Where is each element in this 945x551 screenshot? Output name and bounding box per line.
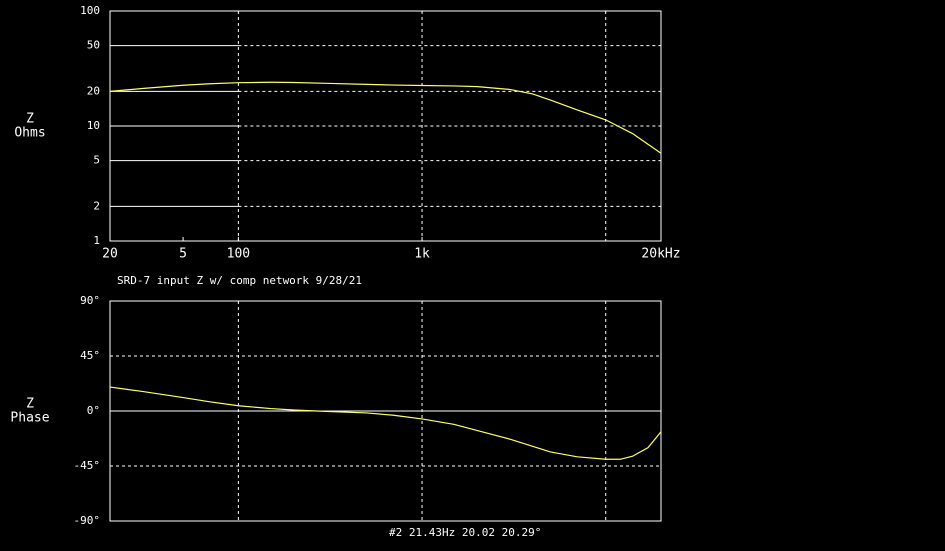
x-tick-label: 20kHz bbox=[641, 247, 680, 262]
y-tick-label: 10 bbox=[87, 119, 100, 132]
y-tick-label: 1 bbox=[93, 234, 100, 247]
plot-frame bbox=[109, 10, 662, 242]
plot-frame bbox=[109, 300, 662, 522]
caption: SRD-7 input Z w/ comp network 9/28/21 bbox=[117, 274, 362, 287]
x-tick-label: 100 bbox=[227, 247, 250, 262]
y-tick-label: 20 bbox=[87, 84, 100, 97]
data-line bbox=[109, 81, 662, 154]
x-tick-label: 20 bbox=[102, 247, 118, 262]
y-axis-label: Phase bbox=[10, 411, 49, 426]
y-tick-label: 0° bbox=[87, 404, 100, 417]
x-tick-label: 1k bbox=[414, 247, 430, 262]
y-tick-label: 100 bbox=[80, 4, 100, 17]
x-tick-label: 5 bbox=[179, 247, 187, 262]
data-line bbox=[109, 386, 662, 460]
y-tick-label: 2 bbox=[93, 199, 100, 212]
y-tick-label: -45° bbox=[74, 459, 101, 472]
y-tick-label: 45° bbox=[80, 349, 100, 362]
y-axis-label: Z bbox=[26, 397, 34, 412]
cursor-readout: #2 21.43Hz 20.02 20.29° bbox=[389, 526, 541, 539]
y-tick-label: 50 bbox=[87, 39, 100, 52]
y-tick-label: -90° bbox=[74, 514, 101, 527]
y-tick-label: 90° bbox=[80, 294, 100, 307]
y-axis-label: Ohms bbox=[14, 126, 45, 141]
y-axis-label: Z bbox=[26, 112, 34, 127]
y-tick-label: 5 bbox=[93, 154, 100, 167]
